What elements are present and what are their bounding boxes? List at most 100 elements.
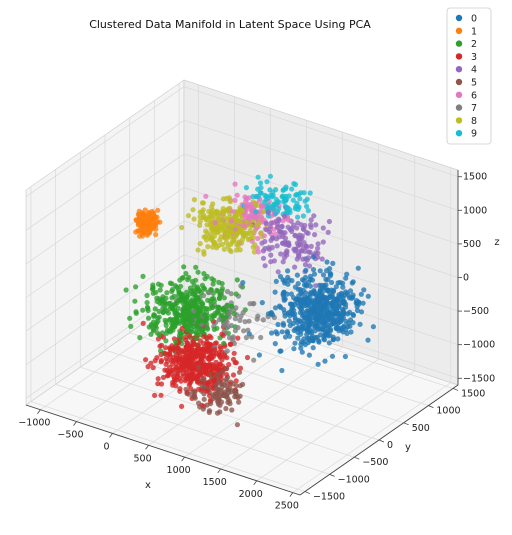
x-tick-mark [218, 469, 221, 473]
data-point-3 [163, 351, 168, 356]
data-point-0 [279, 368, 284, 373]
data-point-2 [202, 276, 207, 281]
data-point-5 [230, 381, 235, 386]
data-point-0 [278, 274, 283, 279]
data-point-4 [311, 213, 316, 218]
data-point-2 [170, 287, 175, 292]
data-point-5 [217, 388, 222, 393]
data-point-4 [267, 229, 272, 234]
data-point-0 [240, 280, 245, 285]
data-point-0 [327, 295, 332, 300]
legend-marker-3 [456, 53, 462, 59]
legend-label-2: 2 [471, 39, 477, 50]
data-point-0 [303, 275, 308, 280]
data-point-8 [226, 208, 231, 213]
data-point-0 [278, 348, 283, 353]
data-point-8 [233, 213, 238, 218]
data-point-2 [182, 296, 187, 301]
x-tick-mark [254, 481, 257, 485]
data-point-9 [266, 203, 271, 208]
data-point-9 [293, 182, 298, 187]
data-point-9 [276, 206, 281, 211]
data-point-5 [227, 399, 232, 404]
legend-marker-1 [456, 28, 462, 34]
data-point-0 [358, 322, 363, 327]
data-point-7 [244, 335, 249, 340]
data-point-0 [285, 282, 290, 287]
data-point-3 [195, 343, 200, 348]
data-point-8 [205, 244, 210, 249]
data-point-7 [229, 291, 234, 296]
legend-label-9: 9 [471, 129, 477, 140]
legend-marker-8 [456, 117, 462, 123]
data-point-4 [275, 243, 280, 248]
data-point-0 [296, 281, 301, 286]
z-tick-label: −1000 [463, 340, 495, 351]
data-point-9 [296, 207, 301, 212]
data-point-4 [278, 251, 283, 256]
data-point-0 [341, 329, 346, 334]
data-point-4 [295, 257, 300, 262]
data-point-2 [212, 327, 217, 332]
data-point-2 [173, 339, 178, 344]
data-point-0 [303, 268, 308, 273]
data-point-5 [217, 409, 222, 414]
y-tick-label: 500 [412, 423, 430, 434]
data-point-2 [165, 328, 170, 333]
data-point-0 [316, 338, 321, 343]
data-point-0 [321, 283, 326, 288]
data-point-8 [254, 223, 259, 228]
data-point-8 [253, 202, 258, 207]
data-point-0 [310, 334, 315, 339]
data-point-2 [191, 313, 196, 318]
data-point-2 [164, 290, 169, 295]
data-point-2 [150, 286, 155, 291]
data-point-0 [275, 331, 280, 336]
data-point-2 [185, 327, 190, 332]
data-point-4 [279, 230, 284, 235]
data-point-5 [236, 400, 241, 405]
data-point-8 [222, 223, 227, 228]
data-point-7 [261, 317, 266, 322]
data-point-8 [210, 227, 215, 232]
y-tick-mark [330, 474, 335, 476]
data-point-8 [201, 249, 206, 254]
data-point-2 [124, 287, 129, 292]
data-point-8 [212, 234, 217, 239]
data-point-6 [254, 216, 259, 221]
data-point-0 [257, 352, 262, 357]
data-point-5 [224, 366, 229, 371]
data-point-3 [141, 321, 146, 326]
data-point-0 [324, 259, 329, 264]
data-point-2 [174, 300, 179, 305]
data-point-0 [280, 329, 285, 334]
data-point-8 [218, 224, 223, 229]
data-point-4 [321, 239, 326, 244]
data-point-0 [321, 272, 326, 277]
data-point-3 [173, 383, 178, 388]
data-point-3 [167, 365, 172, 370]
y-tick-label: 0 [387, 440, 393, 451]
legend-marker-5 [456, 79, 462, 85]
data-point-3 [198, 371, 203, 376]
data-point-3 [177, 386, 182, 391]
data-point-4 [274, 236, 279, 241]
data-point-5 [233, 388, 238, 393]
data-point-0 [313, 317, 318, 322]
data-point-3 [211, 378, 216, 383]
data-point-8 [222, 247, 227, 252]
data-point-9 [273, 211, 278, 216]
data-point-3 [177, 360, 182, 365]
data-point-2 [158, 287, 163, 292]
data-point-2 [144, 293, 149, 298]
data-point-8 [203, 229, 208, 234]
data-point-0 [348, 288, 353, 293]
data-point-2 [221, 307, 226, 312]
data-point-0 [336, 311, 341, 316]
data-point-2 [194, 331, 199, 336]
data-point-0 [366, 294, 371, 299]
data-point-9 [308, 190, 313, 195]
data-point-0 [351, 313, 356, 318]
data-point-0 [343, 354, 348, 359]
data-point-4 [264, 221, 269, 226]
